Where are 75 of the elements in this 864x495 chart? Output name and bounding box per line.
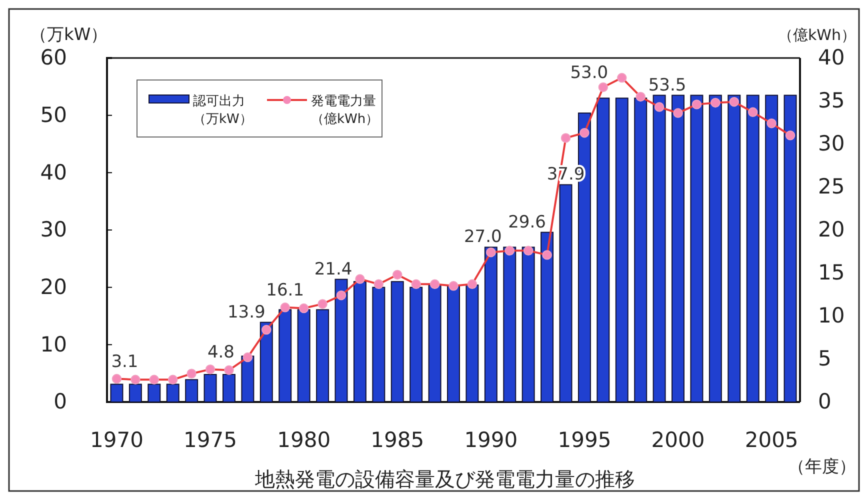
x-tick-label: 1985 bbox=[370, 428, 424, 452]
y-axis-title: （万kW） bbox=[30, 25, 108, 45]
x-tick-label: 1970 bbox=[90, 428, 144, 452]
bar bbox=[672, 94, 684, 402]
bar bbox=[334, 278, 348, 402]
bar bbox=[615, 98, 628, 402]
data-label: 16.1 bbox=[266, 280, 304, 301]
data-label: 3.1 bbox=[111, 352, 138, 372]
y2-tick-label: 30 bbox=[818, 132, 845, 156]
bar bbox=[634, 98, 648, 402]
text: 地熱発電の設備容量及び発電電力量の推移 bbox=[254, 467, 635, 491]
y-tick-label: 20 bbox=[40, 275, 67, 300]
y2-tick-label: 25 bbox=[818, 174, 845, 199]
y2-tick-label: 0 bbox=[818, 390, 832, 414]
legend-label: 認可出力（万kW） bbox=[193, 94, 252, 127]
bar bbox=[128, 384, 142, 402]
bar bbox=[428, 284, 442, 402]
bar bbox=[522, 246, 535, 402]
data-label: 53.0 bbox=[570, 63, 608, 84]
x-tick-label: 2000 bbox=[651, 428, 705, 452]
data-label: 13.9 bbox=[227, 302, 266, 322]
bar bbox=[278, 309, 292, 402]
bar bbox=[166, 384, 180, 402]
bar bbox=[784, 94, 797, 402]
bar bbox=[559, 184, 572, 402]
bar bbox=[390, 281, 404, 402]
bar bbox=[690, 94, 704, 402]
bar bbox=[110, 384, 124, 402]
bar bbox=[185, 379, 198, 402]
x-tick-label: 1995 bbox=[558, 428, 612, 452]
y2-tick-label: 5 bbox=[818, 346, 832, 371]
bar bbox=[728, 94, 741, 402]
bar bbox=[652, 94, 666, 402]
bar bbox=[540, 232, 554, 402]
x-axis-title: （年度） bbox=[788, 457, 856, 477]
y2-tick-label: 35 bbox=[818, 88, 845, 113]
data-label: 53.5 bbox=[648, 75, 686, 96]
bar bbox=[765, 94, 778, 402]
bar bbox=[503, 246, 516, 402]
y-tick-label: 0 bbox=[54, 390, 67, 414]
y-tick-label: 10 bbox=[40, 332, 67, 356]
bar bbox=[484, 246, 498, 402]
bar bbox=[596, 98, 610, 402]
bar bbox=[222, 374, 236, 402]
bar bbox=[746, 94, 760, 402]
data-label: 4.8 bbox=[207, 342, 235, 362]
bar bbox=[204, 374, 217, 402]
bar bbox=[260, 322, 273, 402]
data-label: 29.6 bbox=[508, 212, 546, 232]
bar bbox=[148, 384, 161, 402]
bar bbox=[316, 309, 330, 402]
y-tick-label: 50 bbox=[40, 103, 67, 128]
y2-tick-label: 15 bbox=[818, 260, 845, 285]
data-label: 27.0 bbox=[464, 227, 502, 248]
y-tick-label: 60 bbox=[40, 46, 67, 70]
y-tick-label: 30 bbox=[40, 218, 67, 242]
y2-tick-label: 10 bbox=[818, 304, 845, 328]
bar bbox=[708, 94, 722, 402]
bar bbox=[353, 281, 366, 402]
y2-tick-label: 40 bbox=[818, 46, 845, 70]
x-tick-label: 1975 bbox=[184, 428, 238, 452]
x-tick-label: 1980 bbox=[277, 428, 331, 452]
y2-axis-title: （億kWh） bbox=[778, 26, 856, 44]
bar bbox=[466, 284, 479, 402]
bar bbox=[447, 284, 460, 402]
bar bbox=[410, 286, 423, 402]
y2-tick-label: 20 bbox=[818, 218, 845, 242]
bar bbox=[372, 286, 386, 402]
bar bbox=[241, 356, 254, 402]
x-tick-label: 1990 bbox=[464, 428, 518, 452]
x-tick-label: 2005 bbox=[744, 428, 798, 452]
y-tick-label: 40 bbox=[40, 160, 67, 184]
data-label: 21.4 bbox=[314, 259, 352, 280]
bar bbox=[297, 309, 310, 402]
legend-label: 発電電力量（億kWh） bbox=[311, 94, 379, 127]
